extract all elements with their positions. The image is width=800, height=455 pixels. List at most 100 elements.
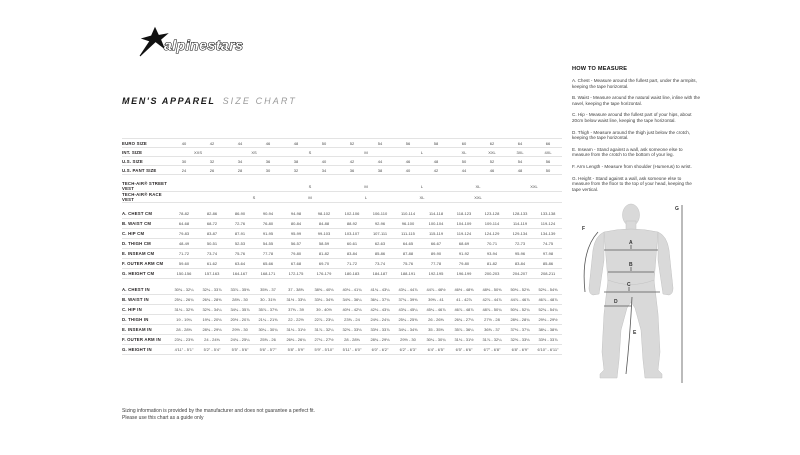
size-cell: 78-82 [170,209,198,219]
size-cell: 30¼ - 30¾ [254,324,282,335]
size-cell: 106-110 [366,209,394,219]
size-cell: 30 - 31½ [254,294,282,305]
row-label: E. INSEAM IN [122,324,170,335]
size-cell: 52⅜ - 54⅜ [534,285,562,295]
size-cell: 5'6" - 5'7" [254,344,282,355]
row-label: U.S. PANT SIZE [122,165,170,175]
size-cell: 75-76 [394,258,422,269]
size-cell: 90-94 [254,209,282,219]
size-cell: M [282,191,338,203]
size-cell: 27½ - 28 [478,314,506,325]
size-cell: 4'11" - 5'1" [170,344,198,355]
size-cell: 85-86 [366,248,394,259]
size-cell: 48⅜ - 50⅜ [478,285,506,295]
size-cell: 5'8" - 5'9" [282,344,310,355]
size-cell: 24 [170,165,198,175]
size-cell: 157-163 [198,268,226,279]
size-cell: 28 - 28⅜ [338,334,366,345]
body-measurement-figure: A B C D E F G [582,204,683,384]
table-row: G. HEIGHT IN 4'11" - 5'1" 5'2" - 5'4" 5'5" … [122,344,562,355]
label-d: D [614,299,618,305]
size-cell: 188-191 [394,268,422,279]
table-row: D. THIGH CM 48-49 50-51 52-53 54-55 56-57 58-5… [122,238,562,249]
table-row: A. CHEST CM 78-82 82-86 86-90 90-94 94-98 98-1… [122,209,562,219]
size-cell: 118-123 [450,209,478,219]
how-to-measure-item: G. Height - Stand against a wall, ask so… [572,175,692,192]
size-cell: 32⅝ - 34¼ [198,304,226,315]
table-row: F. OUTER ARM CM 59-60 61-62 63-64 65-66 67-68… [122,258,562,269]
size-cell: 27⅛ - 27½ [310,334,338,345]
size-cell: 37⅜ - 39 [282,304,310,315]
size-cell: 30¾ - 32¼ [170,285,198,295]
size-cell: 71-72 [338,258,366,269]
size-cell: 50 [534,165,562,175]
size-cell: 50⅜ - 52⅜ [506,285,534,295]
row-label: U.S. SIZE [122,156,170,166]
size-cell: 87-88 [394,248,422,259]
size-cell: 31½ - 33⅛ [282,294,310,305]
table-row: E. INSEAM CM 71-72 73-74 75-76 77-78 79-80 81-… [122,248,562,259]
size-cell: 208-211 [534,268,562,279]
size-cell: 94-98 [282,209,310,219]
size-cell: 54 [506,156,534,166]
size-cell: 67-68 [282,258,310,269]
size-cell: 30¼ - 30¾ [422,334,450,345]
size-cell: 32¼ - 33⅞ [198,285,226,295]
how-to-measure-heading: HOW TO MEASURE [572,66,628,72]
size-cell: 42 [338,156,366,166]
size-cell: 87-91 [226,228,254,239]
size-cell: 48 [422,156,450,166]
size-cell: 28¾ - 29⅛ [366,334,394,345]
row-label: A. CHEST CM [122,209,170,219]
table-row: B. WAIST CM 64-68 68-72 72-76 76-80 80-84 84-8… [122,218,562,229]
row-label: A. CHEST IN [122,285,170,295]
size-cell: 76-80 [254,218,282,229]
size-cell: XXS [170,147,226,157]
size-cell: 6'0" - 6'2" [366,344,394,355]
size-cell: 75-76 [226,248,254,259]
size-cell: 52-53 [226,238,254,249]
table-row: U.S. SIZE 30 32 34 36 38 40 42 44 46 48 50 52 54 56 [122,156,562,166]
size-cell: 28⅜ - 28¾ [506,314,534,325]
size-cell: XL [450,147,478,157]
size-cell: 56-57 [282,238,310,249]
size-cell: S [226,191,282,203]
size-cell: 35 - 35⅜ [422,324,450,335]
page-title: MEN'S APPAREL SIZE CHART [122,96,297,106]
size-cell: XXL [506,181,562,192]
body-silhouette [588,204,674,379]
size-cell: 24¾ - 25¼ [226,334,254,345]
size-cell: 42⅞ - 44⅞ [478,294,506,305]
size-cell: 28 - 28⅜ [170,324,198,335]
size-cell: 37⅜ - 37¾ [506,324,534,335]
size-cell: 25¼ - 25⅝ [394,314,422,325]
size-cell: 40 [394,165,422,175]
row-label: E. INSEAM CM [122,248,170,259]
size-cell: 73-74 [366,258,394,269]
size-cell: 34¼ - 35⅞ [226,304,254,315]
size-cell: 44 [450,165,478,175]
size-cell: XL [450,181,506,192]
size-cell: 46⅞ - 48⅞ [534,294,562,305]
size-cell: 111-115 [394,228,422,239]
size-cell: 79-80 [450,258,478,269]
size-cell: 44⅞ - 46½ [422,285,450,295]
size-cell: 28¾ - 29⅛ [198,324,226,335]
size-cell: 5'9" - 5'10" [310,344,338,355]
size-cell: M [338,147,394,157]
size-cell: 95-96 [506,248,534,259]
size-cell: 104-109 [450,218,478,229]
size-cell: 123-128 [478,209,506,219]
size-cell: 26⅜ - 26¾ [282,334,310,345]
how-to-measure-panel: HOW TO MEASURE A. Chest - Measure around… [572,66,700,392]
size-cell: 134-139 [534,228,562,239]
size-cell: 34¼ - 34⅝ [394,324,422,335]
size-cell: 83-87 [198,228,226,239]
size-cell: 3XL [506,147,534,157]
size-cell: 50¾ - 52¾ [506,304,534,315]
size-cell: 35⅞ - 36¼ [450,324,478,335]
size-cell: 46 [254,138,282,148]
row-label: B. WAIST IN [122,294,170,305]
size-cell: 60-61 [338,238,366,249]
how-to-measure-item: C. Hip - Measure around the fullest part… [572,112,692,123]
